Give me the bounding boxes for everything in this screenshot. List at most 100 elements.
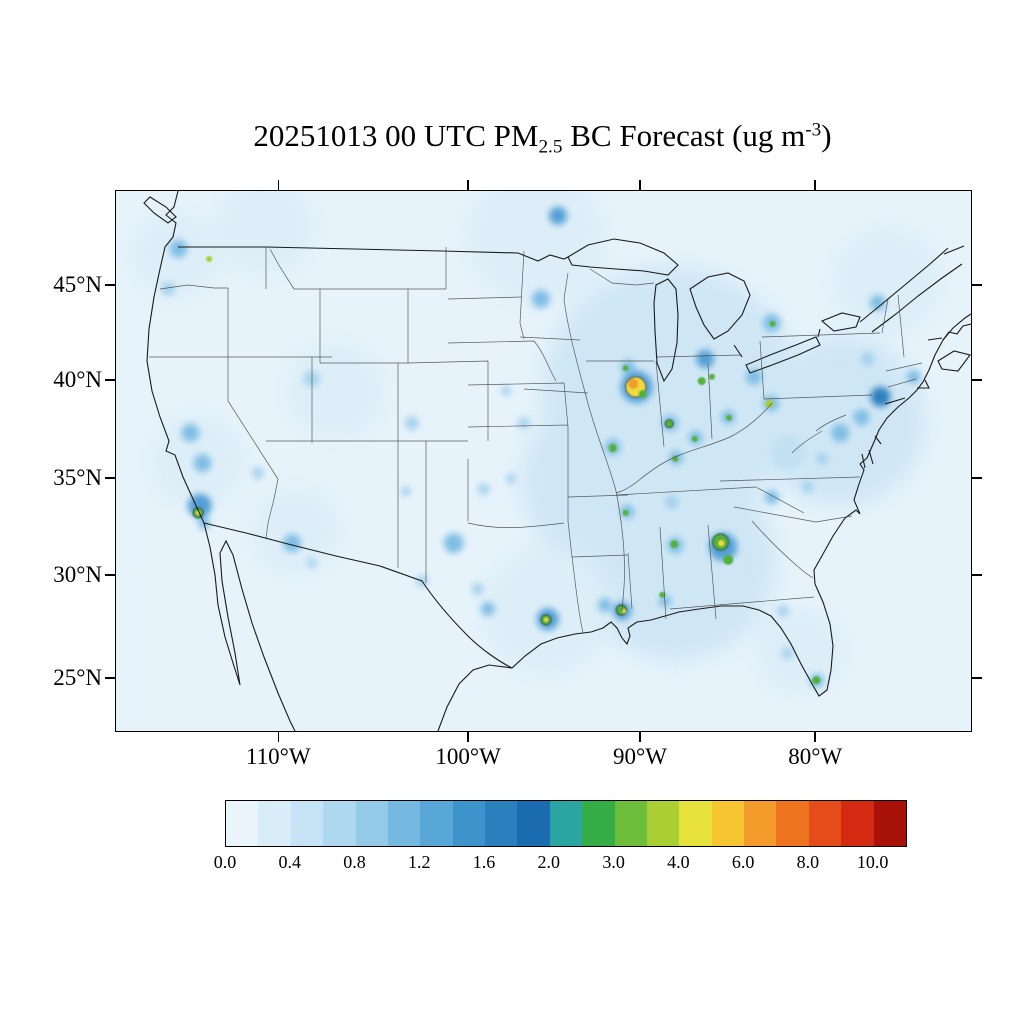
hotspot-rockies [285,340,386,441]
hotspot-columbus-dot [726,414,732,421]
hotspot-seattle [169,239,188,258]
hotspot-albuquerque [400,486,411,497]
tick-mark [972,574,982,576]
title-superscript: -3 [805,119,822,141]
y-axis-label: 30°N [53,562,102,588]
tick-mark [277,180,280,190]
tick-mark [105,677,115,679]
colorbar-cell [679,801,712,846]
title-text: BC Forecast (ug m [562,118,806,153]
hotspot-milwaukee-dot [622,365,629,372]
colorbar-cell [258,801,291,846]
hotspot-fresno-valley [193,454,212,473]
hotspot-boston [906,369,921,384]
hotspot-washington-dc [831,423,850,442]
hotspot-denver [404,416,419,431]
tick-mark [972,379,982,381]
colorbar-cell [226,801,259,846]
hotspot-st-louis-dot [608,444,617,452]
colorbar-tick-label: 1.6 [472,852,496,872]
tick-mark [105,477,115,479]
hotspot-charlotte [764,490,779,505]
colorbar-cell [744,801,777,846]
colorbar-cell [808,801,842,846]
title-text: ) [821,118,832,153]
hotspot-albany [860,351,875,366]
tick-mark [105,284,115,286]
hotspot-new-orleans-yellow [621,609,626,614]
hotspot-gulfport-dot [659,591,666,598]
hotspot-seattle-east [206,256,213,262]
hotspot-tampa [781,647,794,660]
colorbar-tick-label: 0.8 [343,852,366,872]
tick-mark [105,379,115,381]
colorbar-cell [646,801,680,846]
hotspot-tucson [306,558,317,569]
hotspot-sacramento-valley [181,423,200,442]
hotspot-florida [755,606,846,697]
hotspot-richmond [816,452,829,465]
coastlines [143,191,971,731]
y-axis-label: 45°N [53,272,102,298]
tick-mark [972,284,982,286]
hotspot-canadian-plains [465,191,606,306]
hotspot-appalachia [770,434,806,471]
colorbar-cell [776,801,809,846]
y-axis-label: 25°N [53,665,102,691]
hotspot-atlanta-south [723,554,734,565]
hotspot-houston-yellow [544,617,549,622]
tick-mark [467,732,469,742]
tick-mark [639,732,641,742]
hotspot-new-york [870,386,891,407]
colorbar-cell [387,801,421,846]
tick-mark [639,180,641,190]
tick-mark [105,574,115,576]
hotspot-san-antonio [480,602,495,616]
hotspot-oklahoma-city [477,483,490,496]
colorbar-cell [485,801,518,846]
colorbar-cell [452,801,485,846]
hotspot-baton-rouge [598,598,613,613]
colorbar-cell [614,801,647,846]
hotspot-southwest [251,486,342,577]
hotspot-portland [161,281,176,296]
hotspot-detroit-dot [697,377,706,386]
hotspot-philadelphia [853,409,870,426]
colorbar-cell [323,801,356,846]
x-axis-label: 110°W [246,744,311,769]
title-text: 20251013 00 UTC PM [253,118,539,153]
hotspot-toronto-dot [769,320,776,327]
hotspot-gary [638,390,647,398]
hotspot-windsor-dot [708,373,715,380]
hotspot-atlanta-yellow [718,540,725,547]
hotspot-memphis-dot [622,509,629,516]
tick-mark [972,677,982,679]
hotspot-pittsburgh-dot [765,399,774,408]
colorbar-cell [873,801,906,846]
hotspot-montreal [869,294,886,311]
colorbar-cell [355,801,388,846]
tick-mark [277,732,280,742]
hotspot-winnipeg [549,206,567,225]
hotspot-phoenix [283,534,302,553]
tick-mark [972,477,982,479]
concentration-hotspot-layer [192,256,821,685]
hotspot-nashville [664,495,679,509]
colorbar-tick-label: 8.0 [796,852,820,872]
map-canvas [116,191,971,731]
colorbar-cell [290,801,324,846]
colorbar-cell [711,801,744,846]
hotspot-cincinnati-dot [691,435,698,442]
colorbar-cell [517,801,550,846]
hotspot-detroit [696,349,715,368]
colorbar-tick-label: 4.0 [667,852,690,872]
colorbar-tick-label: 0.0 [213,852,237,872]
x-axis-label: 90°W [613,744,667,769]
tick-mark [814,732,817,742]
colorbar-cell [841,801,874,846]
x-axis-label: 100°W [435,744,501,769]
hotspot-raleigh [801,480,814,493]
colorbar-tick-label: 6.0 [731,852,755,872]
colorbar-tick-label: 1.2 [408,852,431,872]
